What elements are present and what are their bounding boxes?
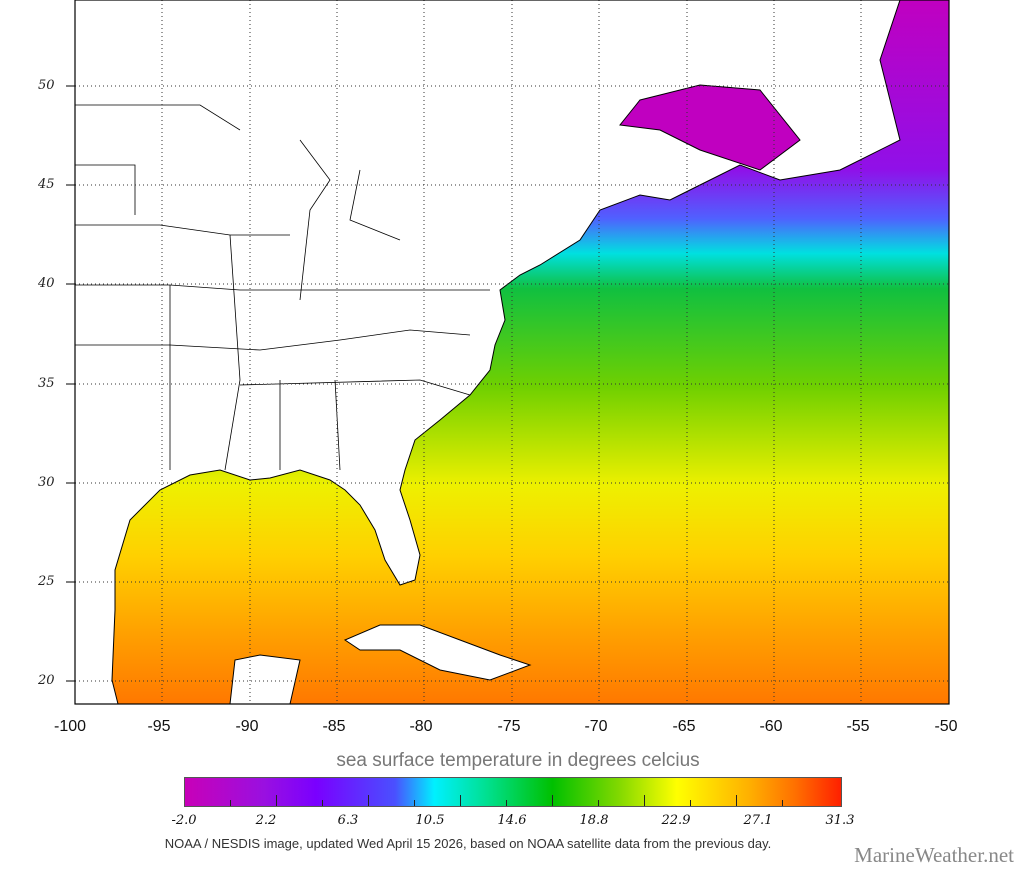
brand-watermark: MarineWeather.net [854, 843, 1014, 867]
lon-label: -75 [497, 718, 521, 735]
colorbar-tick [460, 795, 461, 806]
colorbar-label: 22.9 [661, 813, 691, 828]
gulf-of-st-lawrence [619, 84, 801, 171]
colorbar-tick [230, 800, 231, 806]
colorbar-tick [598, 800, 599, 806]
axis-ticks [66, 85, 75, 682]
graticule [75, 0, 949, 704]
data-credit: NOAA / NESDIS image, updated Wed April 1… [164, 836, 772, 851]
lat-label: 20 [38, 673, 55, 688]
lat-label: 25 [38, 574, 55, 589]
lon-label: -100 [53, 718, 87, 735]
map-frame [74, 0, 950, 705]
cuba-land [343, 624, 532, 681]
colorbar-label: 10.5 [415, 813, 445, 828]
lon-label: -95 [147, 718, 171, 735]
lon-label: -60 [759, 718, 783, 735]
colorbar-tick [368, 795, 369, 806]
colorbar-tick [506, 800, 507, 806]
colorbar-tick [552, 795, 553, 806]
colorbar-label: 14.6 [497, 813, 527, 828]
sst-map [66, 0, 950, 705]
state-borders [75, 104, 490, 471]
lat-label: 50 [38, 78, 55, 93]
colorbar-title: sea surface temperature in degrees celci… [336, 750, 700, 771]
lat-label: 35 [38, 376, 55, 391]
temperature-colorbar [184, 777, 842, 807]
lon-label: -90 [235, 718, 259, 735]
colorbar-label: 31.3 [825, 813, 855, 828]
lon-label: -50 [934, 718, 958, 735]
colorbar-tick [690, 800, 691, 806]
colorbar-label: 2.2 [255, 813, 277, 828]
colorbar-label: 27.1 [743, 813, 773, 828]
yucatan-land [229, 654, 301, 705]
lat-label: 45 [38, 177, 55, 192]
colorbar-tick [644, 795, 645, 806]
colorbar-label: 6.3 [337, 813, 359, 828]
colorbar-tick [736, 795, 737, 806]
colorbar-label: 18.8 [579, 813, 609, 828]
colorbar-tick [276, 795, 277, 806]
lat-label: 40 [38, 276, 55, 291]
colorbar-label: -2.0 [171, 813, 197, 828]
lon-label: -70 [584, 718, 608, 735]
lat-label: 30 [38, 475, 55, 490]
colorbar-tick [782, 800, 783, 806]
colorbar-tick [414, 800, 415, 806]
colorbar-tick [322, 800, 323, 806]
lon-label: -55 [846, 718, 870, 735]
lon-label: -65 [672, 718, 696, 735]
north-america-land [74, 0, 901, 705]
lon-label: -80 [409, 718, 433, 735]
lon-label: -85 [322, 718, 346, 735]
